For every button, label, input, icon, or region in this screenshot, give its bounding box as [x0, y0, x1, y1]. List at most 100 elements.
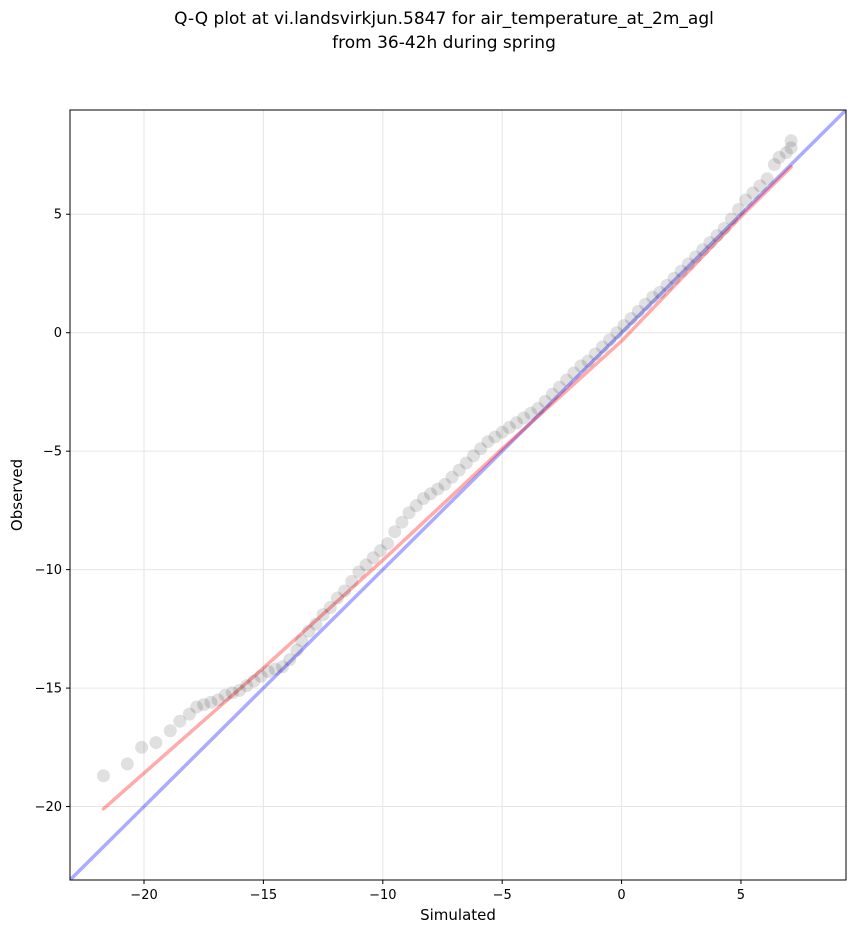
x-axis-label: Simulated — [420, 906, 496, 924]
data-point — [746, 186, 760, 200]
y-tick-label: −10 — [35, 563, 62, 578]
chart-title-line-1: Q-Q plot at vi.landsvirkjun.5847 for air… — [174, 9, 714, 29]
data-point — [359, 558, 373, 572]
data-point — [495, 425, 509, 439]
data-point — [502, 420, 516, 434]
data-point — [739, 193, 753, 207]
data-point — [646, 290, 660, 304]
data-point — [488, 430, 502, 444]
data-point — [703, 236, 717, 250]
data-point — [574, 359, 588, 373]
data-point — [638, 297, 652, 311]
data-point — [595, 340, 609, 354]
data-point — [352, 565, 366, 579]
data-point — [772, 150, 786, 164]
data-point — [211, 693, 225, 707]
grid — [70, 110, 846, 880]
chart-title: Q-Q plot at vi.landsvirkjun.5847 for air… — [174, 9, 714, 53]
data-point — [524, 406, 538, 420]
data-point — [323, 601, 337, 615]
data-point — [381, 537, 395, 551]
data-point — [96, 769, 110, 783]
data-point — [247, 674, 261, 688]
data-point — [295, 634, 309, 648]
data-point — [567, 366, 581, 380]
x-tick-label: −15 — [250, 888, 277, 903]
data-point — [268, 662, 282, 676]
data-point — [254, 669, 268, 683]
data-point — [330, 591, 344, 605]
y-axis-ticks: −20 −15 −10 −5 0 5 — [35, 208, 70, 815]
data-point — [517, 411, 531, 425]
data-point — [233, 683, 247, 697]
data-point — [120, 757, 134, 771]
x-tick-label: −10 — [369, 888, 396, 903]
data-point — [409, 499, 423, 513]
data-point — [225, 686, 239, 700]
y-tick-label: −5 — [43, 445, 62, 460]
data-point — [338, 584, 352, 598]
data-point — [710, 229, 724, 243]
x-tick-label: −20 — [130, 888, 157, 903]
data-point — [316, 608, 330, 622]
data-point — [438, 477, 452, 491]
data-point — [560, 373, 574, 387]
data-point — [581, 354, 595, 368]
data-point — [784, 141, 798, 155]
data-point — [531, 402, 545, 416]
data-point — [545, 387, 559, 401]
data-point — [653, 285, 667, 299]
data-point — [724, 212, 738, 226]
fit-line — [101, 165, 793, 811]
data-point — [395, 515, 409, 529]
data-point — [309, 617, 323, 631]
data-point — [767, 157, 781, 171]
data-point — [204, 695, 218, 709]
data-point — [402, 506, 416, 520]
data-point — [753, 179, 767, 193]
data-point — [681, 257, 695, 271]
y-tick-label: 5 — [54, 208, 62, 223]
data-point — [674, 264, 688, 278]
data-point — [552, 380, 566, 394]
data-point — [667, 271, 681, 285]
data-point — [509, 416, 523, 430]
data-point — [190, 700, 204, 714]
data-point — [149, 736, 163, 750]
data-point — [538, 394, 552, 408]
data-point — [631, 304, 645, 318]
data-point — [481, 435, 495, 449]
data-point — [760, 172, 774, 186]
data-point — [373, 544, 387, 558]
data-point — [459, 456, 473, 470]
data-point — [689, 250, 703, 264]
y-tick-label: −20 — [35, 800, 62, 815]
reference-line — [70, 110, 846, 880]
data-point — [732, 203, 746, 217]
data-point — [474, 442, 488, 456]
x-tick-label: −5 — [493, 888, 512, 903]
data-point — [431, 482, 445, 496]
y-tick-label: 0 — [54, 326, 62, 341]
data-point — [218, 688, 232, 702]
data-point — [467, 449, 481, 463]
data-point — [197, 698, 211, 712]
data-point — [617, 319, 631, 333]
data-point — [779, 146, 793, 160]
data-point — [261, 665, 275, 679]
y-axis-label: Observed — [8, 459, 26, 531]
data-point — [717, 221, 731, 235]
data-point — [182, 707, 196, 721]
data-point — [624, 311, 638, 325]
data-point — [610, 326, 624, 340]
x-tick-label: 5 — [737, 888, 745, 903]
x-tick-label: 0 — [617, 888, 625, 903]
data-point — [173, 714, 187, 728]
data-point — [696, 243, 710, 257]
data-point — [135, 740, 149, 754]
data-point — [345, 574, 359, 588]
data-point — [424, 487, 438, 501]
data-point — [603, 333, 617, 347]
data-points — [96, 134, 798, 783]
